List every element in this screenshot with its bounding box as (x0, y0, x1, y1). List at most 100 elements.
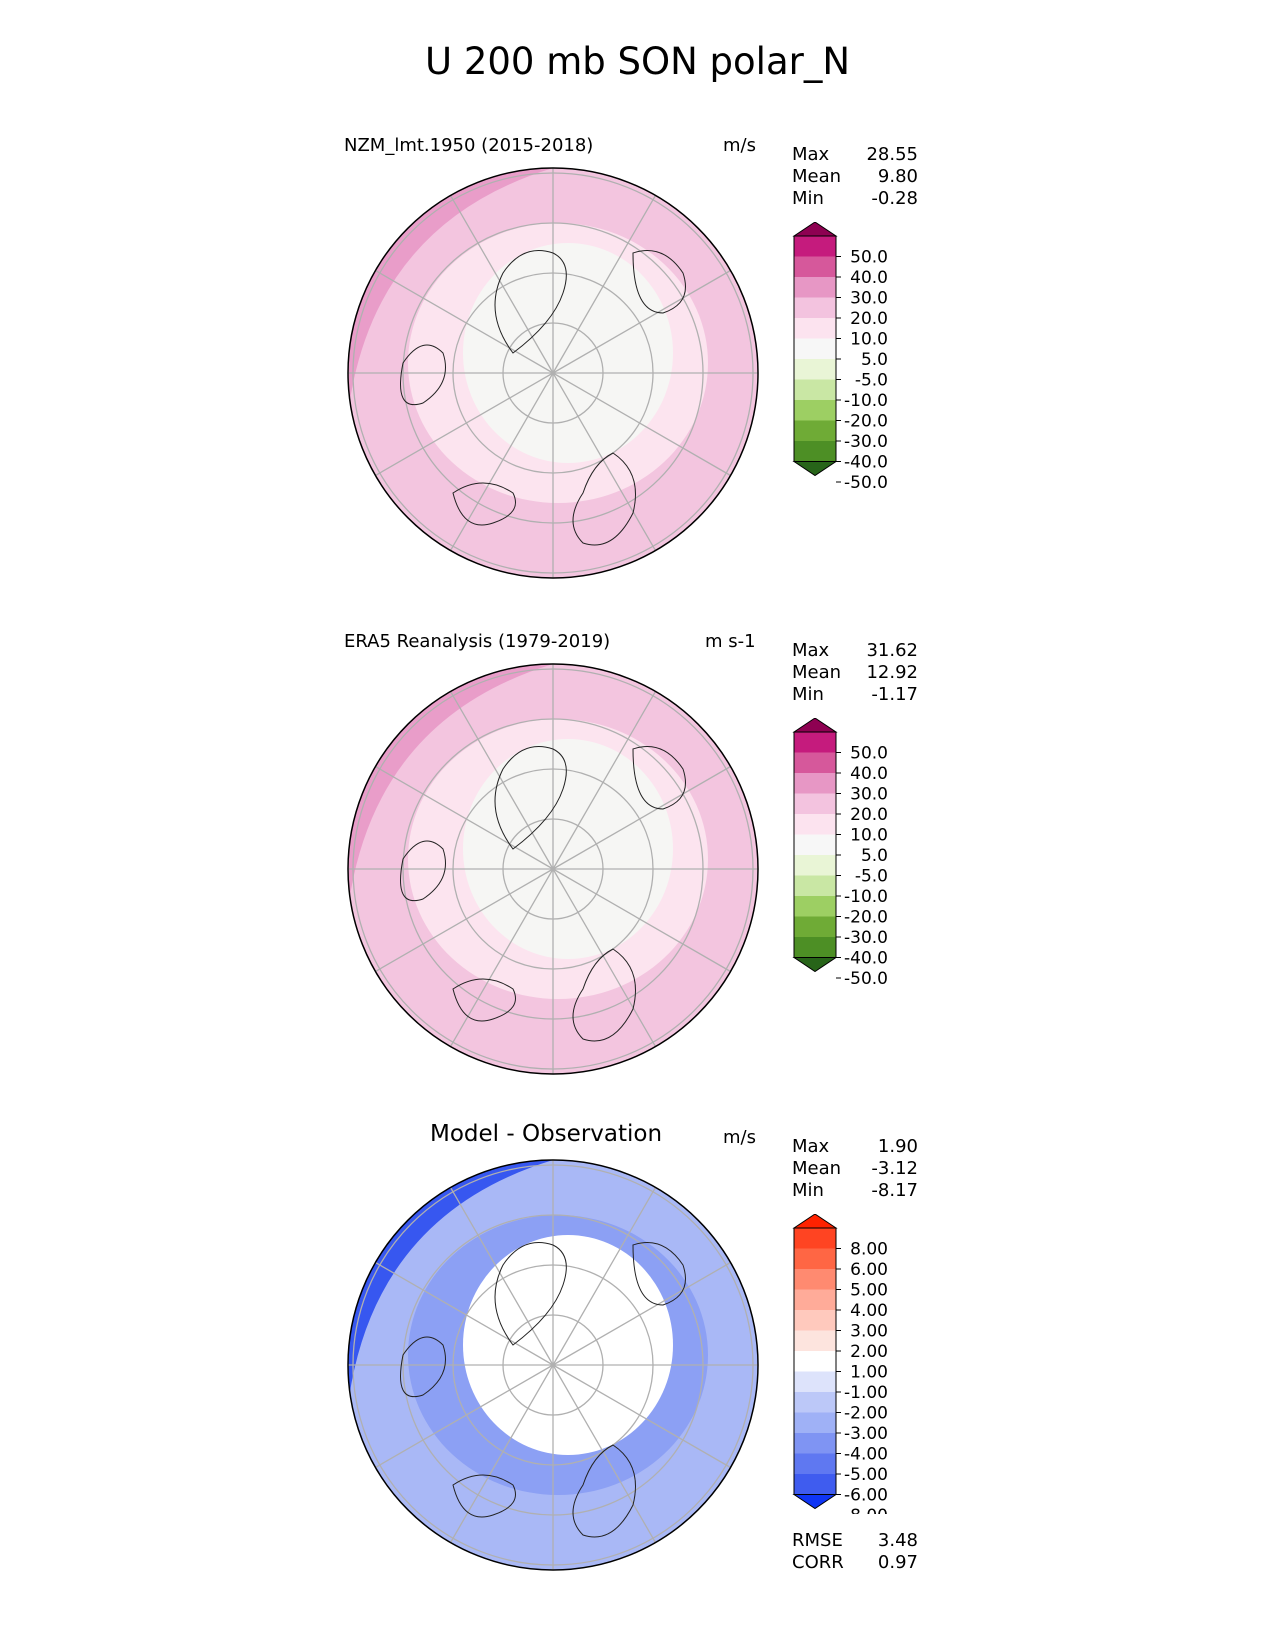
colorbar-tick-label: -5.00 (844, 1465, 888, 1485)
colorbar-box (794, 1228, 836, 1249)
colorbar-box (794, 1330, 836, 1351)
panel-observation: ERA5 Reanalysis (1979-2019) m s-1 Max 31.… (0, 0, 1275, 1075)
map-boundary (347, 167, 759, 579)
meridian-line (375, 1364, 554, 1469)
panel-units: m/s (723, 1127, 756, 1148)
colorbar-tick-label: -50.0 (844, 969, 888, 989)
colorbar-box (794, 732, 836, 753)
colorbar-tick-label: 5.0 (861, 350, 888, 370)
colorbar-tick-label: -8.00 (844, 1506, 888, 1514)
colorbar-box (794, 793, 836, 814)
colorbar-box (794, 1412, 836, 1433)
colorbar-extend-max (792, 1214, 838, 1229)
colorbar-frame (793, 235, 837, 462)
metric-rmse: RMSE 3.48 (792, 1530, 918, 1551)
meridian-line (552, 1364, 657, 1543)
meridian-line (552, 868, 731, 973)
meridian-line (375, 1261, 554, 1366)
field-layer (348, 1160, 758, 1570)
colorbar-box (794, 441, 836, 462)
colorbar-box (794, 916, 836, 937)
metrics-box: RMSE 3.48 CORR 0.97 (792, 1530, 918, 1574)
colorbar: 50.040.030.020.010.05.0-5.0-10.0-20.0-30… (792, 222, 888, 493)
colorbar-box (794, 1351, 836, 1372)
colorbar-extend-min (792, 957, 838, 973)
colorbar-tick-label: 4.00 (850, 1301, 888, 1321)
colorbar-box (794, 937, 836, 958)
colorbar-tick-label: 40.0 (850, 764, 888, 784)
meridian-line (375, 269, 554, 374)
colorbar-box (794, 318, 836, 339)
meridian-line (552, 269, 731, 374)
colorbar-box (794, 855, 836, 876)
meridian-line (449, 691, 554, 870)
panel-title: Model - Observation (430, 1121, 663, 1147)
colorbar-tick-label: 10.0 (850, 826, 888, 846)
coastline (494, 1242, 567, 1346)
map-boundary (347, 663, 759, 1075)
meridian-line (375, 868, 554, 973)
meridian-line (449, 372, 554, 551)
stat-max: Max 1.90 (792, 1136, 918, 1157)
colorbar-frame (793, 731, 837, 958)
colorbar-box (794, 420, 836, 441)
colorbar-tick-label: -40.0 (844, 949, 888, 969)
coastline (632, 250, 686, 314)
stat-min: Min -0.28 (792, 188, 918, 209)
meridian-line (552, 1187, 657, 1366)
meridian-line (552, 1261, 731, 1366)
colorbar-tick-label: 30.0 (850, 289, 888, 309)
meridian-line (552, 372, 731, 477)
colorbar-box (794, 814, 836, 835)
metric-corr: CORR 0.97 (792, 1552, 918, 1573)
colorbar-box (794, 1310, 836, 1331)
meridian-line (552, 868, 657, 1047)
coastline (452, 978, 516, 1022)
colorbar-tick-label: -30.0 (844, 928, 888, 948)
colorbar-box (794, 1453, 836, 1474)
map-boundary (347, 1159, 759, 1571)
colorbar-box (794, 277, 836, 298)
meridian-line (552, 195, 657, 374)
colorbar-box (794, 1392, 836, 1413)
colorbar-tick-label: -20.0 (844, 908, 888, 928)
polar-map (347, 167, 759, 579)
panel-units: m/s (723, 135, 756, 156)
panel-model: NZM_lmt.1950 (2015-2018) m/s Max 28.55 Me… (0, 0, 1275, 579)
colorbar-box (794, 875, 836, 896)
meridian-line (449, 868, 554, 1047)
stats-box: Max 28.55 Mean 9.80 Min -0.28 (792, 144, 918, 210)
colorbar-tick-label: 50.0 (850, 744, 888, 764)
field-core (463, 243, 673, 463)
panel-difference: Model - Observation m/s Max 1.90 Mean -3.1… (0, 0, 1275, 1573)
colorbar-extend-min (792, 1494, 838, 1510)
stat-max: Max 28.55 (792, 144, 918, 165)
coastline (494, 250, 567, 354)
colorbar-tick-label: 5.00 (850, 1281, 888, 1301)
colorbar-tick-label: 8.00 (850, 1240, 888, 1260)
colorbar-tick-label: 3.00 (850, 1322, 888, 1342)
stats-box: Max 31.62 Mean 12.92 Min -1.17 (792, 640, 918, 706)
stat-min: Min -1.17 (792, 684, 918, 705)
coastline (400, 840, 446, 901)
colorbar-tick-label: -20.0 (844, 412, 888, 432)
colorbar-tick-label: 2.00 (850, 1342, 888, 1362)
field-layer (348, 664, 758, 1074)
colorbar-tick-label: 5.0 (861, 846, 888, 866)
colorbar-box (794, 1433, 836, 1454)
coastline (400, 1336, 446, 1397)
polar-map (347, 663, 759, 1075)
coastline (632, 1242, 686, 1306)
colorbar-tick-label: -3.00 (844, 1424, 888, 1444)
colorbar-box (794, 896, 836, 917)
colorbar-box (794, 834, 836, 855)
colorbar-box (794, 1248, 836, 1269)
meridian-line (449, 1187, 554, 1366)
meridian-line (552, 1364, 731, 1469)
colorbar: 50.040.030.020.010.05.0-5.0-10.0-20.0-30… (792, 718, 888, 989)
colorbar-box (794, 236, 836, 257)
colorbar: 8.006.005.004.003.002.001.00-1.00-2.00-3… (792, 1214, 888, 1514)
colorbar-tick-label: 30.0 (850, 785, 888, 805)
colorbar-tick-label: 10.0 (850, 330, 888, 350)
meridian-line (449, 1364, 554, 1543)
